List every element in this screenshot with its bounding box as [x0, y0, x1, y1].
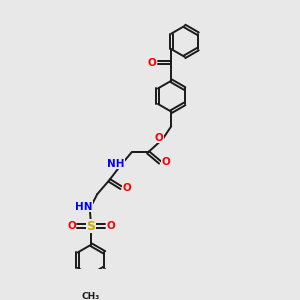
- Text: HN: HN: [75, 202, 93, 212]
- Text: O: O: [106, 221, 115, 231]
- Text: O: O: [161, 158, 170, 167]
- Text: O: O: [154, 133, 163, 143]
- Text: O: O: [67, 221, 76, 231]
- Text: S: S: [87, 220, 96, 232]
- Text: O: O: [148, 58, 156, 68]
- Text: NH: NH: [107, 158, 124, 169]
- Text: O: O: [123, 183, 131, 193]
- Text: CH₃: CH₃: [82, 292, 100, 300]
